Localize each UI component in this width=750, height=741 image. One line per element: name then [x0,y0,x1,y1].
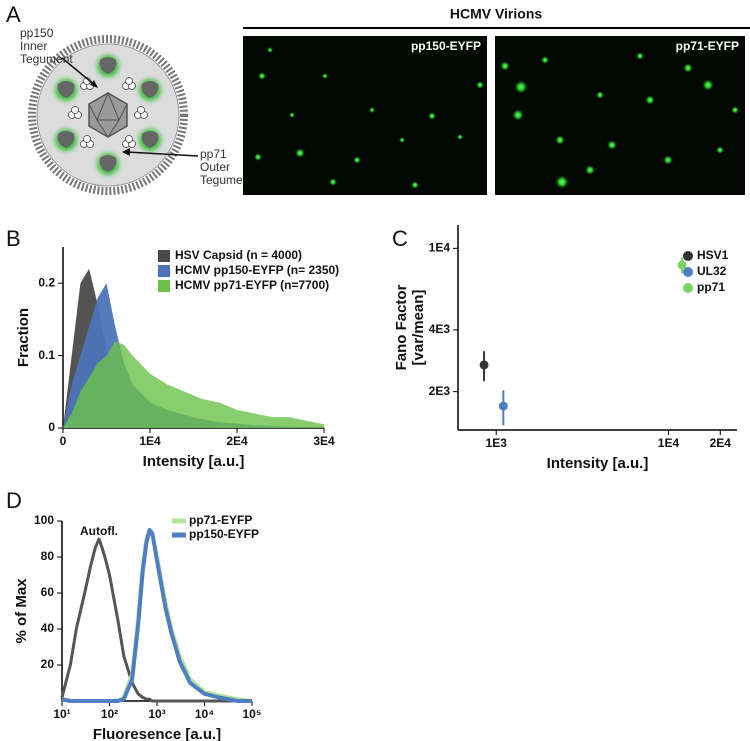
x-tick-label: 1E3 [486,436,508,450]
x-tick-label: 3E4 [313,434,335,448]
legend-label: pp71 [697,280,725,294]
y-tick-label: 0.1 [38,348,55,362]
y-tick-label: 4E3 [429,322,451,336]
legend-label: pp150-EYFP [189,527,259,541]
panel-label: B [6,226,21,251]
y-tick-label: 2E3 [429,384,451,398]
y-tick-label: 1E4 [429,241,451,255]
micrograph [243,36,487,195]
series-label: Autofl. [80,524,118,538]
panel-label: C [392,226,408,251]
panel-label: A [6,2,21,27]
legend-swatch [683,283,693,293]
diagram-label: Inner [20,39,47,53]
y-axis-label: Fano Factor [393,284,410,370]
x-tick-label: 10³ [148,707,165,721]
x-tick-label: 10⁴ [195,707,214,721]
diagram-label: Tegument [200,173,253,187]
legend-swatch [158,265,170,277]
point [479,360,489,370]
y-tick-label: 60 [41,585,55,599]
point [677,260,687,270]
y-tick-label: 100 [34,513,54,527]
legend-swatch [683,251,693,261]
point [498,401,508,411]
y-tick-label: 0 [48,420,55,434]
legend-swatch [683,267,693,277]
line [60,537,252,703]
x-axis-label: Intensity [a.u.] [143,453,245,470]
x-tick-label: 10⁵ [243,707,262,721]
diagram-label: Tegument [20,52,73,66]
x-axis-label: Fluoresence [a.u.] [93,726,221,741]
legend-label: HCMV pp71-EYFP (n=7700) [175,278,329,292]
diagram-label: pp71 [200,147,227,161]
legend-label: HCMV pp150-EYFP (n= 2350) [175,263,339,277]
line [61,528,252,703]
diagram-label: pp150 [20,26,54,40]
x-tick-label: 10¹ [53,707,70,721]
y-axis-label: Fraction [15,308,32,367]
legend-label: HSV1 [697,248,729,262]
x-tick-label: 2E4 [710,436,732,450]
legend-label: pp71-EYFP [189,513,252,527]
legend-swatch [158,280,170,292]
legend-label: HSV Capsid (n = 4000) [175,248,302,262]
y-tick-label: 20 [41,657,55,671]
image-label: pp71-EYFP [676,39,739,53]
x-axis-label: Intensity [a.u.] [547,455,649,472]
area [63,341,324,428]
y-axis-label: % of Max [13,578,30,644]
x-tick-label: 1E4 [139,434,161,448]
y-tick-label: 0.2 [38,275,55,289]
images-title: HCMV Virions [450,6,543,22]
x-tick-label: 1E4 [658,436,680,450]
diagram-label: Outer [200,160,230,174]
x-tick-label: 0 [60,434,67,448]
legend-swatch [158,250,170,262]
panel-label: D [6,488,22,513]
image-label: pp150-EYFP [411,39,481,53]
y-tick-label: 40 [41,621,55,635]
micrograph [495,36,745,195]
y-tick-label: 80 [41,549,55,563]
legend-label: UL32 [697,264,727,278]
x-tick-label: 10² [101,707,118,721]
virion-diagram [28,35,199,195]
x-tick-label: 2E4 [226,434,248,448]
y-axis-label: [var/mean] [410,290,427,366]
